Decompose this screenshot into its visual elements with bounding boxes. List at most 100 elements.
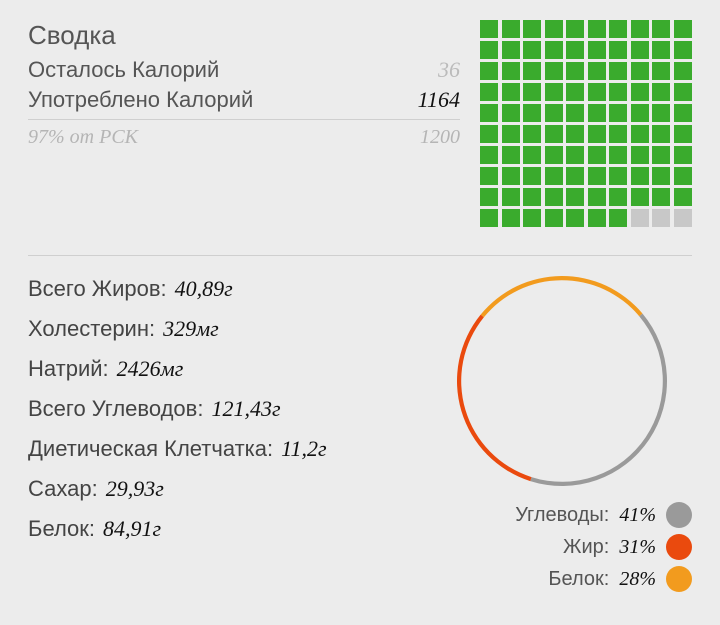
nutrition-section: Всего Жиров:40,89гХолестерин:329мгНатрий…: [28, 276, 692, 598]
calorie-cell: [631, 209, 649, 227]
nutrient-label: Всего Углеводов:: [28, 396, 203, 422]
consumed-label: Употреблено Калорий: [28, 87, 253, 113]
calorie-cell: [545, 20, 563, 38]
calorie-cell: [523, 104, 541, 122]
calorie-cell: [652, 188, 670, 206]
calorie-cell: [609, 209, 627, 227]
calorie-cell: [566, 62, 584, 80]
consumed-row: Употреблено Калорий 1164: [28, 87, 460, 113]
legend-pct: 31%: [619, 536, 656, 559]
calorie-cell: [631, 167, 649, 185]
calorie-cell: [674, 146, 692, 164]
calorie-cell: [609, 41, 627, 59]
calorie-cell: [588, 167, 606, 185]
nutrient-item: Натрий:2426мг: [28, 356, 432, 382]
calorie-cell: [523, 62, 541, 80]
rda-value: 1200: [420, 126, 460, 149]
calorie-cell: [523, 167, 541, 185]
nutrient-item: Диетическая Клетчатка:11,2г: [28, 436, 432, 462]
calorie-cell: [674, 41, 692, 59]
nutrient-item: Всего Углеводов: 121,43г: [28, 396, 432, 422]
calorie-cell: [652, 209, 670, 227]
calorie-cell: [545, 41, 563, 59]
calorie-cell: [480, 167, 498, 185]
calorie-cell: [652, 125, 670, 143]
calorie-cell: [545, 209, 563, 227]
calorie-cell: [545, 125, 563, 143]
nutrient-list: Всего Жиров:40,89гХолестерин:329мгНатрий…: [28, 276, 432, 598]
calorie-cell: [502, 62, 520, 80]
calorie-cell: [480, 104, 498, 122]
calorie-cell: [631, 125, 649, 143]
legend-label: Жир:: [563, 536, 609, 559]
calorie-cell: [674, 62, 692, 80]
calorie-grid-wrap: [480, 20, 692, 227]
legend-item: Углеводы:41%: [432, 502, 692, 528]
calorie-cell: [566, 83, 584, 101]
section-divider: [28, 255, 692, 256]
calorie-cell: [566, 146, 584, 164]
legend-pct: 41%: [619, 504, 656, 527]
nutrient-value: 2426мг: [117, 356, 184, 382]
calorie-cell: [480, 125, 498, 143]
calorie-cell: [502, 188, 520, 206]
nutrient-item: Белок: 84,91г: [28, 516, 432, 542]
calorie-cell: [631, 62, 649, 80]
calorie-cell: [502, 146, 520, 164]
legend-label: Белок:: [548, 568, 609, 591]
calorie-cell: [674, 209, 692, 227]
calorie-cell: [588, 188, 606, 206]
nutrient-label: Всего Жиров:: [28, 276, 167, 302]
calorie-cell: [545, 62, 563, 80]
calorie-cell: [631, 20, 649, 38]
calorie-cell: [502, 20, 520, 38]
calorie-cell: [523, 20, 541, 38]
chart-block: Углеводы:41%Жир:31%Белок:28%: [432, 276, 692, 598]
calorie-cell: [523, 209, 541, 227]
calorie-cell: [631, 188, 649, 206]
nutrient-label: Диетическая Клетчатка:: [28, 436, 273, 462]
calorie-cell: [652, 146, 670, 164]
calorie-cell: [502, 83, 520, 101]
calorie-cell: [674, 104, 692, 122]
remaining-label: Осталось Калорий: [28, 57, 219, 83]
calorie-cell: [588, 104, 606, 122]
legend-swatch: [666, 566, 692, 592]
calorie-cell: [609, 20, 627, 38]
calorie-cell: [480, 146, 498, 164]
calorie-cell: [631, 146, 649, 164]
nutrient-value: 121,43г: [211, 396, 280, 422]
legend-swatch: [666, 502, 692, 528]
calorie-cell: [523, 188, 541, 206]
calorie-cell: [609, 62, 627, 80]
remaining-row: Осталось Калорий 36: [28, 57, 460, 83]
summary-section: Сводка Осталось Калорий 36 Употреблено К…: [28, 20, 692, 227]
calorie-cell: [480, 209, 498, 227]
calorie-cell: [523, 146, 541, 164]
calorie-cell: [652, 20, 670, 38]
legend-swatch: [666, 534, 692, 560]
calorie-cell: [480, 62, 498, 80]
nutrient-label: Белок:: [28, 516, 95, 542]
calorie-cell: [545, 188, 563, 206]
calorie-cell: [566, 188, 584, 206]
summary-divider: [28, 119, 460, 120]
nutrient-value: 329мг: [163, 316, 219, 342]
calorie-cell: [652, 83, 670, 101]
calorie-cell: [545, 104, 563, 122]
calorie-cell: [588, 209, 606, 227]
calorie-cell: [545, 146, 563, 164]
calorie-cell: [631, 41, 649, 59]
nutrient-value: 84,91г: [103, 516, 161, 542]
calorie-cell: [502, 125, 520, 143]
calorie-cell: [609, 146, 627, 164]
calorie-cell: [652, 167, 670, 185]
calorie-cell: [588, 62, 606, 80]
calorie-cell: [566, 41, 584, 59]
calorie-grid: [480, 20, 692, 227]
calorie-cell: [502, 209, 520, 227]
calorie-cell: [566, 209, 584, 227]
calorie-cell: [609, 125, 627, 143]
calorie-cell: [674, 167, 692, 185]
calorie-cell: [545, 83, 563, 101]
